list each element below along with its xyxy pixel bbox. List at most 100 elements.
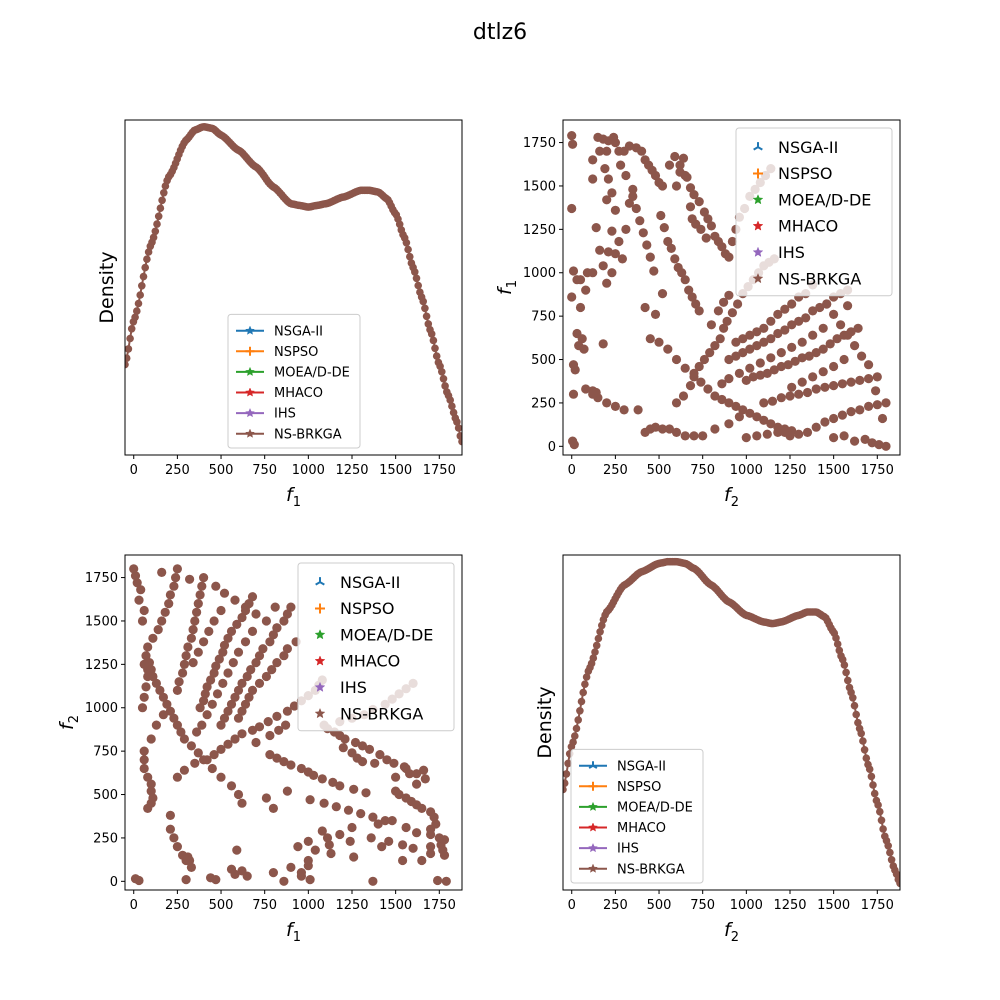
data-point [162,699,172,709]
data-point [247,592,258,602]
density-marker [160,189,168,197]
data-point [748,372,758,382]
data-point [802,427,813,437]
data-point [279,651,289,661]
data-point [431,819,441,829]
data-point [286,602,296,612]
data-point [598,261,608,271]
data-point [802,387,813,398]
data-point [755,358,765,368]
data-point [610,205,621,215]
data-point [829,309,839,319]
data-point [752,341,762,351]
data-point [188,625,198,635]
data-point [146,779,156,789]
x-axis-label: f1 [286,484,301,510]
density-marker [860,746,869,754]
data-point [405,769,415,779]
density-marker [874,801,882,809]
data-point [426,848,436,859]
legend-frame [735,127,893,297]
data-point [850,436,860,446]
density-marker [143,255,151,263]
data-point [226,626,237,637]
legend-marker [753,142,763,151]
legend-label: NSPSO [274,345,318,360]
x-tick-label: 0 [568,898,576,913]
legend-label: NS-BRKGA [778,269,861,288]
x-axis-label: f1 [286,919,301,945]
data-point [272,753,282,763]
data-point [628,191,638,201]
data-point [129,564,139,574]
data-point [872,372,882,382]
data-point [687,292,697,302]
legend-label: IHS [617,842,639,857]
data-point [207,699,217,709]
data-point [223,668,233,678]
data-point [237,678,247,689]
data-point [724,398,734,408]
density-marker [125,360,129,369]
density-marker [896,879,900,888]
data-point [853,323,863,333]
plot-scatter_f2_f1: 0 250 500 750 1000 1250 1500 1750 0 250 500 750 1000… [494,119,901,510]
data-point [233,647,244,657]
data-point [881,398,891,408]
data-point [677,268,687,278]
data-point [176,727,186,737]
data-point [158,692,168,702]
data-point [804,351,814,361]
legend-label: NS-BRKGA [340,704,423,723]
data-point [776,361,786,372]
data-point [663,344,673,354]
data-point [724,374,734,384]
data-point [595,245,605,255]
data-point [172,772,182,782]
data-point [567,131,577,141]
density-marker [876,807,884,816]
data-point [218,647,228,657]
density-marker [572,724,581,733]
data-point [864,360,874,370]
data-point [752,327,762,337]
plot-area [125,123,462,446]
data-point [183,642,193,652]
data-point [670,151,680,162]
data-point [568,266,579,276]
data-point [860,434,870,444]
data-point [752,412,762,422]
data-point [206,675,216,685]
data-point [745,330,755,340]
data-point [656,210,666,221]
legend-label: NS-BRKGA [274,427,342,442]
density-marker [563,770,571,778]
data-point [216,772,226,782]
data-point [755,370,765,380]
data-point [219,713,230,723]
data-point [588,155,598,165]
data-point [202,710,212,720]
data-point [202,682,212,692]
data-point [317,774,327,784]
data-point [192,607,202,617]
legend: NSGA-II NSPSO MOEA/D-DE MHACO IHS NS-BRKGA [570,748,704,884]
data-point [143,642,153,652]
y-tick-label: 1250 [523,223,556,238]
data-point [130,571,141,581]
data-point [179,765,189,775]
figure-title: dtlz6 [473,20,527,45]
data-point [247,626,258,637]
data-point [237,729,247,739]
density-marker [458,437,462,446]
data-point [401,822,411,833]
data-point [734,412,745,422]
data-point [855,405,865,415]
data-point [251,737,261,748]
data-point [279,876,289,886]
data-point [268,803,278,814]
plot-area [563,557,900,888]
data-point [685,183,696,193]
data-point [633,405,643,415]
data-point [324,840,334,850]
